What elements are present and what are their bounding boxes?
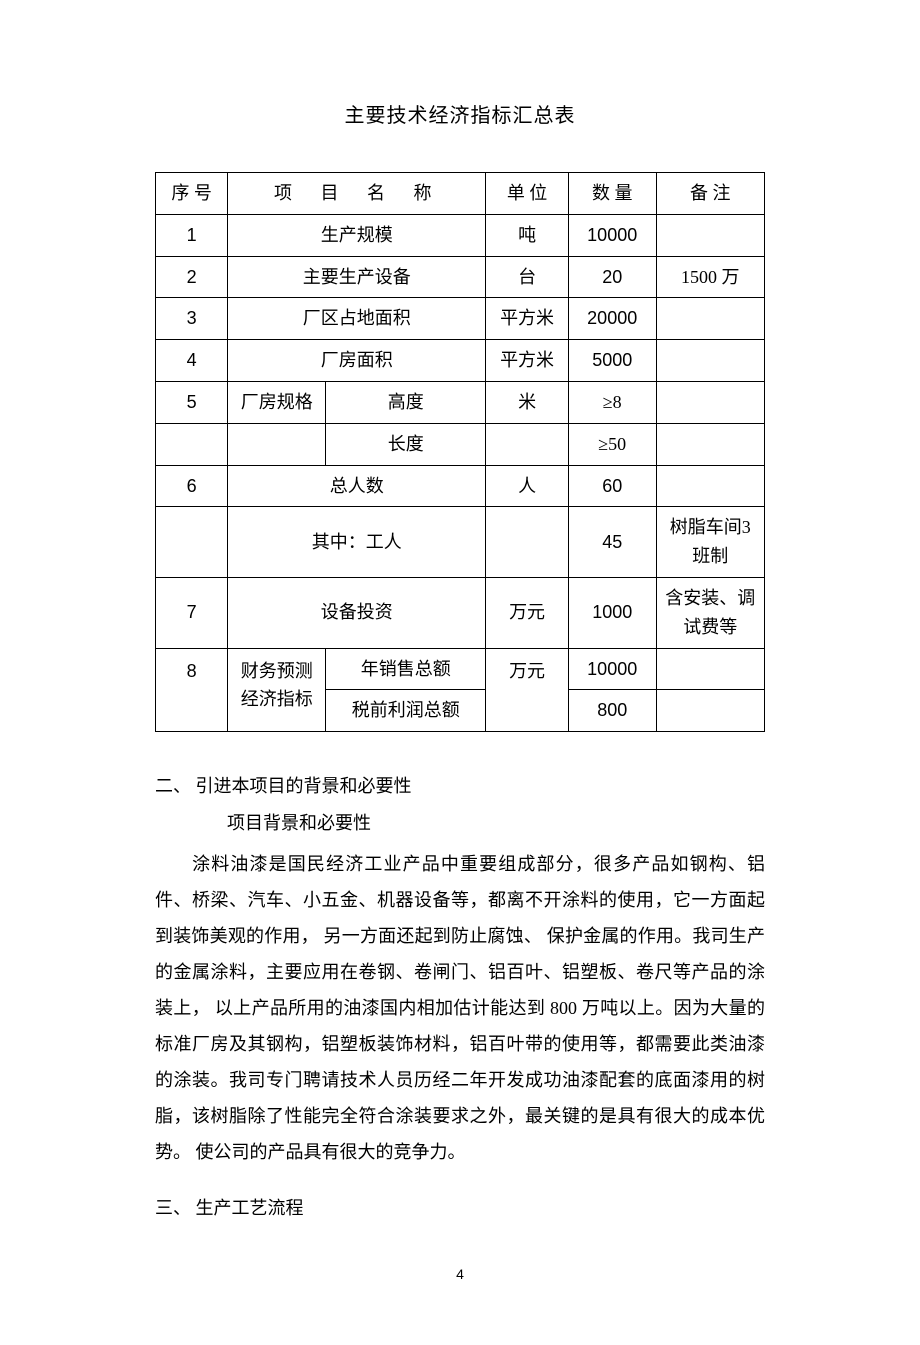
table-row: 其中：工人 45 树脂车间3 班制 <box>156 507 765 578</box>
cell-note: 树脂车间3 班制 <box>656 507 764 578</box>
cell-note: 含安装、调试费等 <box>656 577 764 648</box>
table-row: 8 财务预测经济指标 年销售总额 万元 10000 <box>156 648 765 690</box>
cell-seq: 3 <box>156 298 228 340</box>
th-name: 项 目 名 称 <box>228 173 486 215</box>
section2-subheading: 项目背景和必要性 <box>155 809 765 838</box>
cell-unit: 平方米 <box>486 298 569 340</box>
cell-unit: 吨 <box>486 214 569 256</box>
cell-name: 总人数 <box>228 465 486 507</box>
cell-qty: ≥50 <box>568 423 656 465</box>
cell-seq <box>156 507 228 578</box>
cell-name: 厂区占地面积 <box>228 298 486 340</box>
section2-text: 涂料油漆是国民经济工业产品中重要组成部分，很多产品如钢构、铝件、桥梁、汽车、小五… <box>155 854 765 1162</box>
th-seq: 序 号 <box>156 173 228 215</box>
cell-name: 厂房面积 <box>228 340 486 382</box>
th-qty: 数 量 <box>568 173 656 215</box>
cell-note <box>656 465 764 507</box>
cell-note <box>656 381 764 423</box>
cell-name-a <box>228 423 326 465</box>
cell-unit: 平方米 <box>486 340 569 382</box>
cell-qty: 5000 <box>568 340 656 382</box>
page-number: 4 <box>155 1263 765 1285</box>
cell-qty: 60 <box>568 465 656 507</box>
cell-seq <box>156 423 228 465</box>
cell-note: 1500 万 <box>656 256 764 298</box>
section2-body: 涂料油漆是国民经济工业产品中重要组成部分，很多产品如钢构、铝件、桥梁、汽车、小五… <box>155 846 765 1170</box>
table-row: 长度 ≥50 <box>156 423 765 465</box>
cell-name-b: 税前利润总额 <box>326 690 486 732</box>
cell-note <box>656 648 764 690</box>
table-row: 1 生产规模 吨 10000 <box>156 214 765 256</box>
th-unit: 单 位 <box>486 173 569 215</box>
table-row: 3 厂区占地面积 平方米 20000 <box>156 298 765 340</box>
cell-name: 其中：工人 <box>228 507 486 578</box>
table-row: 6 总人数 人 60 <box>156 465 765 507</box>
cell-unit: 万元 <box>486 577 569 648</box>
cell-note <box>656 423 764 465</box>
cell-name-a: 厂房规格 <box>228 381 326 423</box>
cell-unit: 台 <box>486 256 569 298</box>
cell-note <box>656 298 764 340</box>
th-note: 备 注 <box>656 173 764 215</box>
table-row: 5 厂房规格 高度 米 ≥8 <box>156 381 765 423</box>
cell-name-b: 高度 <box>326 381 486 423</box>
cell-name: 主要生产设备 <box>228 256 486 298</box>
cell-note <box>656 690 764 732</box>
cell-note <box>656 340 764 382</box>
cell-seq: 7 <box>156 577 228 648</box>
cell-seq: 5 <box>156 381 228 423</box>
cell-name-b: 长度 <box>326 423 486 465</box>
cell-seq: 8 <box>156 648 228 732</box>
cell-qty: ≥8 <box>568 381 656 423</box>
page-title: 主要技术经济指标汇总表 <box>155 100 765 132</box>
cell-name: 生产规模 <box>228 214 486 256</box>
cell-qty: 10000 <box>568 648 656 690</box>
section3-heading: 三、 生产工艺流程 <box>155 1194 765 1223</box>
cell-seq: 1 <box>156 214 228 256</box>
cell-qty: 1000 <box>568 577 656 648</box>
cell-qty: 20000 <box>568 298 656 340</box>
cell-seq: 4 <box>156 340 228 382</box>
table-row: 7 设备投资 万元 1000 含安装、调试费等 <box>156 577 765 648</box>
cell-qty: 10000 <box>568 214 656 256</box>
table-row: 2 主要生产设备 台 20 1500 万 <box>156 256 765 298</box>
table-header-row: 序 号 项 目 名 称 单 位 数 量 备 注 <box>156 173 765 215</box>
cell-unit: 人 <box>486 465 569 507</box>
cell-qty: 800 <box>568 690 656 732</box>
cell-unit <box>486 507 569 578</box>
cell-name-a: 财务预测经济指标 <box>228 648 326 732</box>
cell-unit: 米 <box>486 381 569 423</box>
cell-note <box>656 214 764 256</box>
cell-qty: 45 <box>568 507 656 578</box>
cell-name: 设备投资 <box>228 577 486 648</box>
section2-heading: 二、 引进本项目的背景和必要性 <box>155 772 765 801</box>
cell-seq: 6 <box>156 465 228 507</box>
cell-unit: 万元 <box>486 648 569 732</box>
cell-qty: 20 <box>568 256 656 298</box>
cell-seq: 2 <box>156 256 228 298</box>
indicators-table: 序 号 项 目 名 称 单 位 数 量 备 注 1 生产规模 吨 10000 2… <box>155 172 765 732</box>
cell-unit <box>486 423 569 465</box>
table-row: 4 厂房面积 平方米 5000 <box>156 340 765 382</box>
cell-name-b: 年销售总额 <box>326 648 486 690</box>
